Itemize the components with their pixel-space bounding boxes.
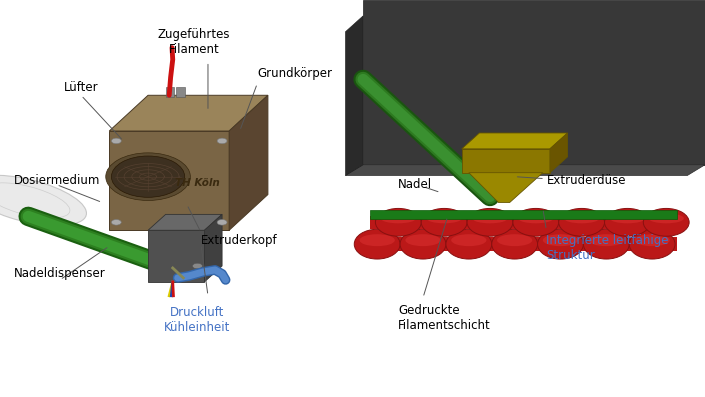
Circle shape (111, 220, 121, 225)
Ellipse shape (422, 208, 467, 236)
Text: Nadeldispenser: Nadeldispenser (14, 268, 106, 280)
Ellipse shape (610, 214, 645, 223)
Ellipse shape (558, 208, 605, 236)
Ellipse shape (360, 234, 395, 246)
Polygon shape (345, 165, 705, 175)
Ellipse shape (467, 208, 513, 236)
Ellipse shape (513, 208, 558, 236)
Text: Gedruckte
Filamentschicht: Gedruckte Filamentschicht (398, 304, 491, 331)
Polygon shape (462, 133, 568, 149)
Text: Druckluft
Kühleinheit: Druckluft Kühleinheit (164, 306, 231, 333)
Polygon shape (370, 216, 677, 229)
Polygon shape (550, 133, 568, 173)
Polygon shape (462, 149, 550, 173)
Circle shape (217, 220, 227, 225)
Text: Extruderkopf: Extruderkopf (201, 234, 278, 247)
Ellipse shape (405, 234, 441, 246)
Polygon shape (204, 214, 222, 282)
Ellipse shape (400, 229, 446, 259)
Ellipse shape (472, 214, 508, 223)
Text: Extruderdüse: Extruderdüse (546, 174, 626, 187)
Text: Nadel: Nadel (398, 178, 432, 191)
Bar (166, 87, 174, 97)
Polygon shape (469, 173, 543, 202)
Ellipse shape (649, 214, 684, 223)
Ellipse shape (497, 234, 532, 246)
Ellipse shape (355, 229, 400, 259)
Bar (176, 87, 185, 97)
Ellipse shape (427, 214, 462, 223)
Circle shape (192, 263, 202, 269)
Circle shape (217, 138, 227, 144)
Text: Lüfter: Lüfter (63, 81, 98, 94)
Ellipse shape (0, 175, 87, 225)
Ellipse shape (604, 208, 651, 236)
Text: Integrierte leitfähige
Struktur: Integrierte leitfähige Struktur (546, 234, 669, 262)
Ellipse shape (543, 234, 578, 246)
Circle shape (111, 156, 185, 197)
Text: TH Köln: TH Köln (175, 177, 220, 188)
Ellipse shape (518, 214, 553, 223)
Ellipse shape (643, 208, 689, 236)
Ellipse shape (634, 234, 670, 246)
Polygon shape (109, 131, 229, 230)
Polygon shape (363, 0, 705, 165)
Ellipse shape (492, 229, 538, 259)
Polygon shape (345, 16, 363, 175)
Polygon shape (148, 230, 204, 282)
Ellipse shape (446, 229, 492, 259)
Ellipse shape (451, 234, 486, 246)
Ellipse shape (589, 234, 624, 246)
Text: Zugeführtes
Filament: Zugeführtes Filament (158, 28, 230, 56)
Text: Dosiermedium: Dosiermedium (14, 174, 101, 187)
Ellipse shape (564, 214, 599, 223)
Ellipse shape (630, 229, 675, 259)
Polygon shape (148, 214, 222, 230)
Polygon shape (370, 237, 677, 251)
Ellipse shape (375, 208, 422, 236)
Polygon shape (229, 95, 268, 230)
Circle shape (106, 153, 190, 200)
Text: Grundkörper: Grundkörper (257, 67, 332, 80)
Ellipse shape (584, 229, 630, 259)
Polygon shape (109, 95, 268, 131)
Circle shape (111, 138, 121, 144)
Ellipse shape (381, 214, 416, 223)
Polygon shape (370, 210, 677, 219)
Ellipse shape (538, 229, 584, 259)
